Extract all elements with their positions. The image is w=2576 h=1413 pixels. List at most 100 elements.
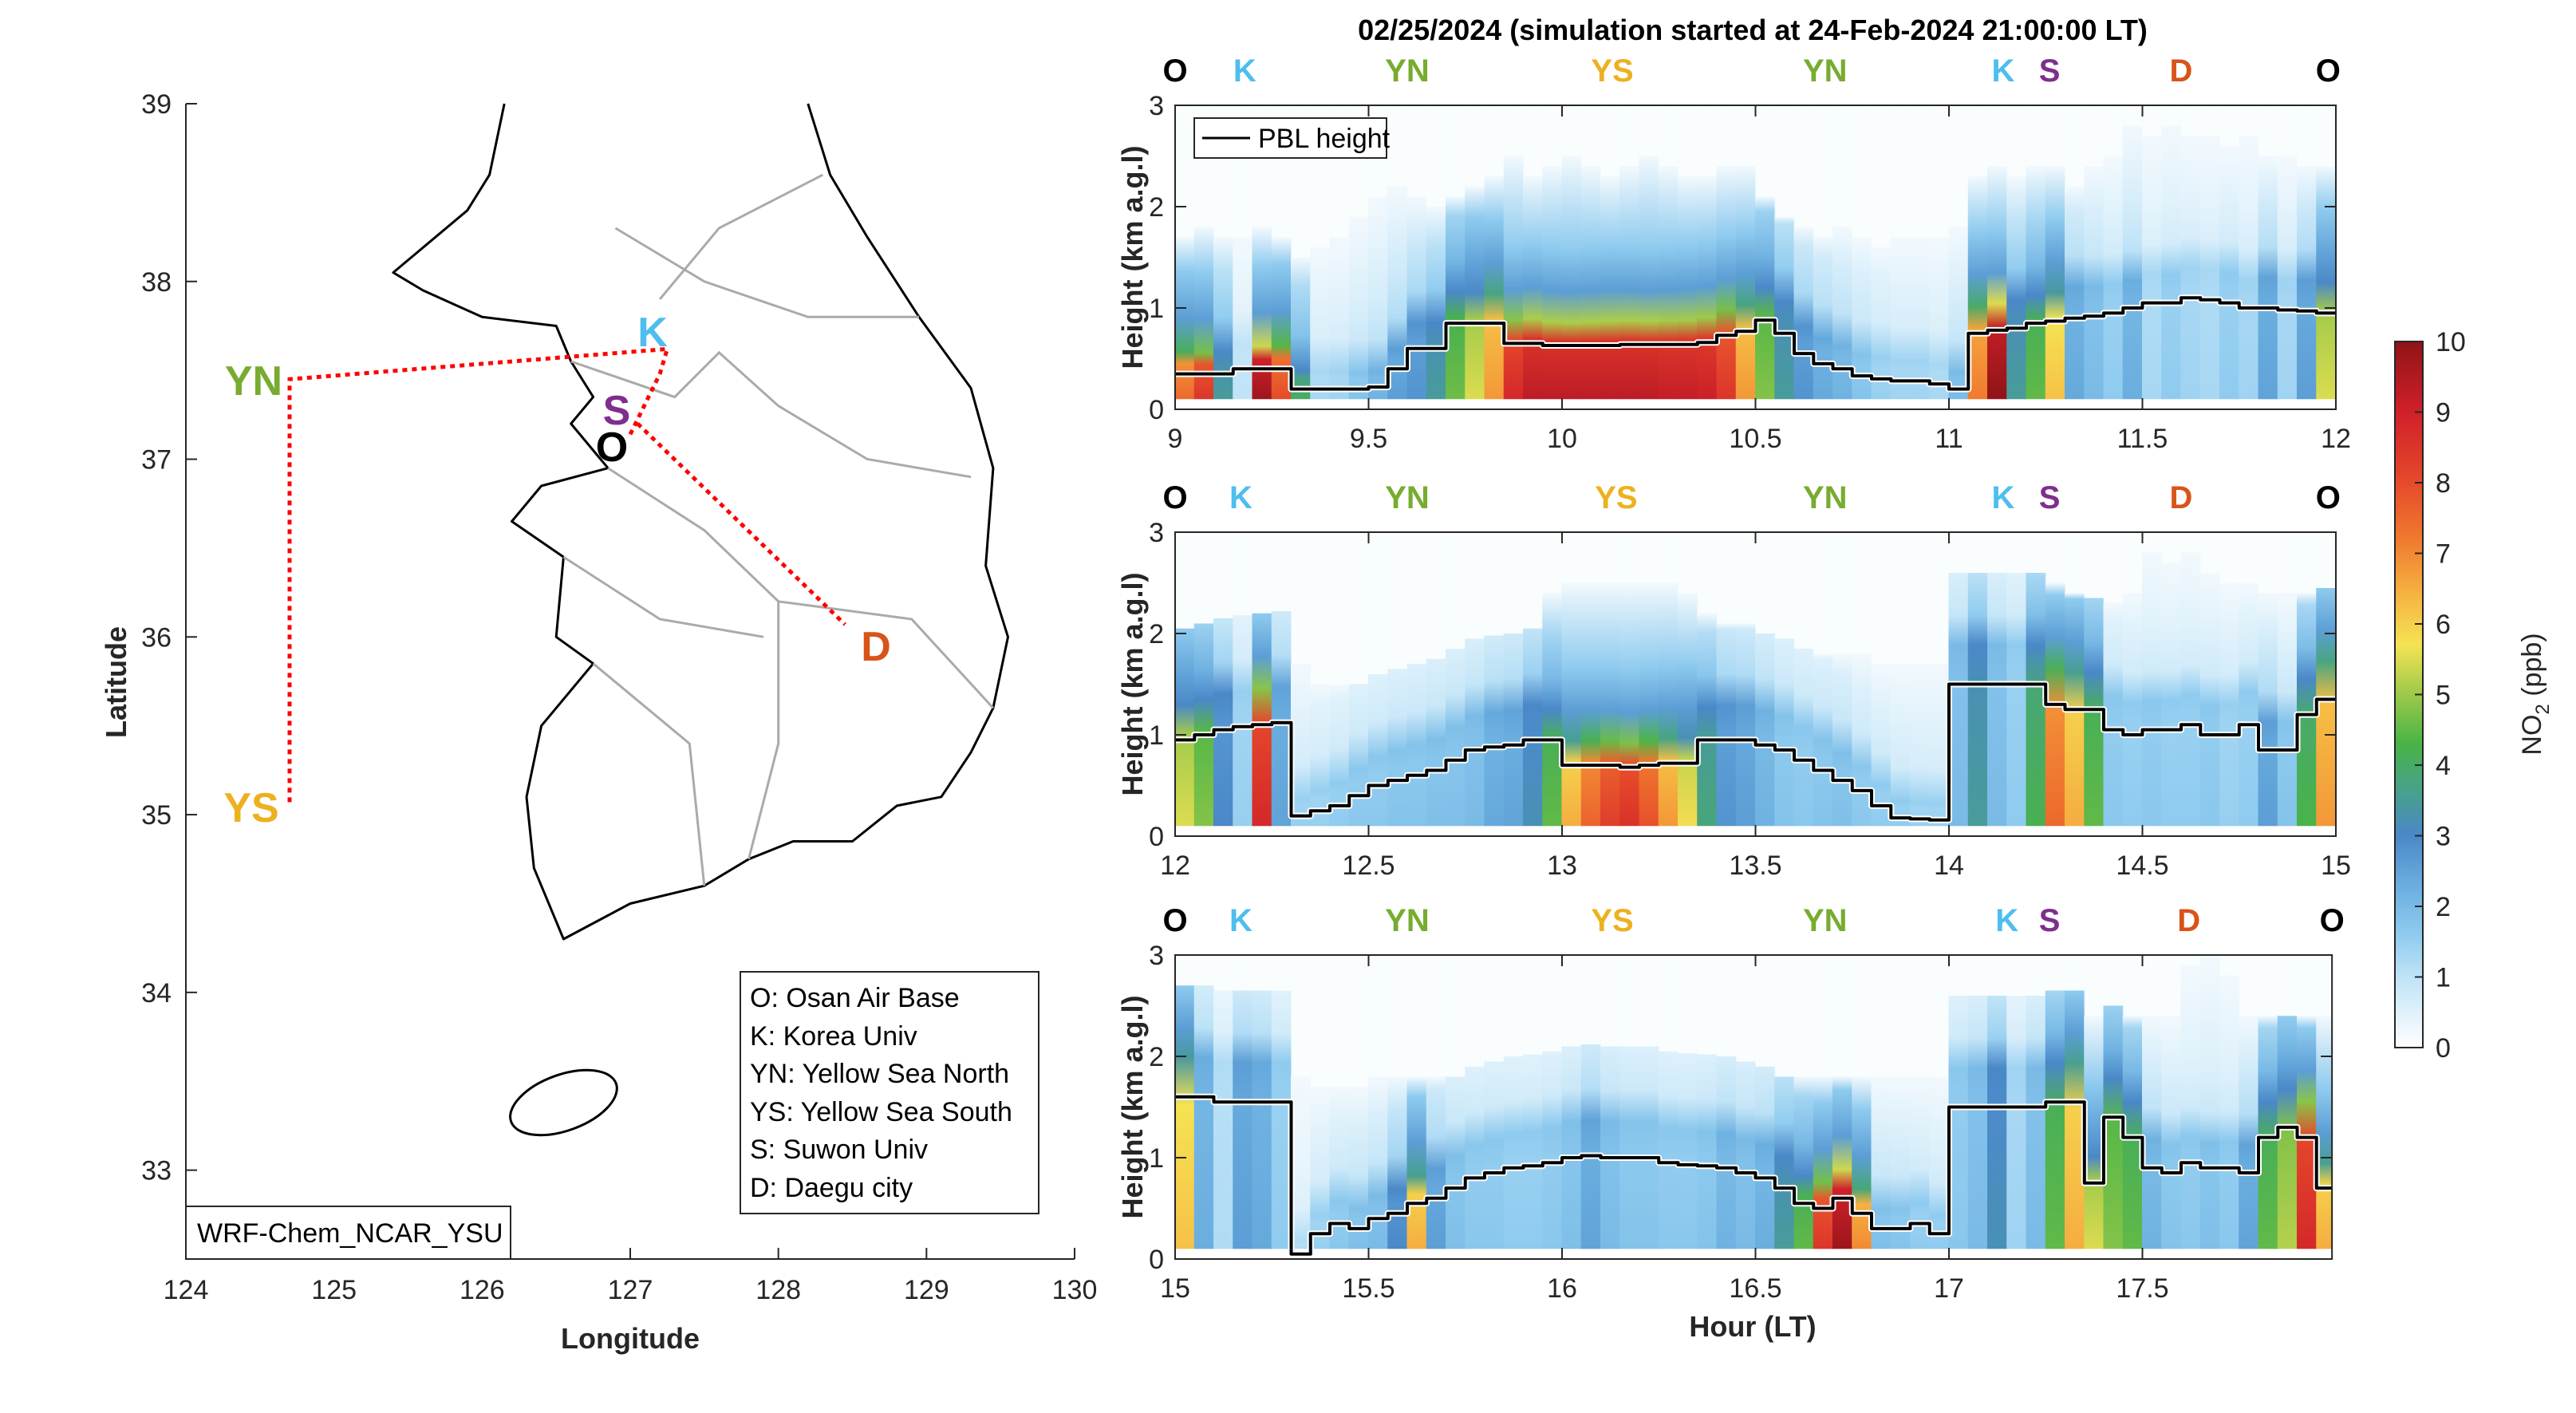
site-marker-label: K xyxy=(1233,53,1256,89)
legend-line: YN: Yellow Sea North xyxy=(750,1059,1009,1089)
no2-column xyxy=(2219,145,2240,400)
no2-column-upper xyxy=(1233,955,1253,991)
no2-column-upper xyxy=(1832,532,1853,654)
no2-column xyxy=(1619,582,1640,827)
no2-column-upper xyxy=(1600,105,1621,176)
no2-column-upper xyxy=(1213,532,1234,618)
site-marker-label: D xyxy=(2170,53,2193,89)
y-axis-label: Height (km a.g.l) xyxy=(1116,572,1149,795)
no2-column-upper xyxy=(1580,532,1601,583)
map-y-tick-label: 38 xyxy=(141,267,172,298)
no2-column-upper xyxy=(1580,955,1601,1044)
y-tick-label: 0 xyxy=(1149,1245,1164,1275)
no2-column-upper xyxy=(2006,955,2027,996)
map-site-label: YS xyxy=(223,785,278,831)
no2-column-upper xyxy=(1774,532,1795,639)
no2-column-upper xyxy=(2122,532,2143,594)
no2-column-upper xyxy=(1542,955,1563,1052)
no2-column-upper xyxy=(1639,532,1659,583)
no2-column xyxy=(1774,216,1795,400)
no2-column-upper xyxy=(1755,955,1776,1067)
no2-column xyxy=(1542,593,1563,827)
no2-column-upper xyxy=(1813,955,1833,1077)
no2-column xyxy=(1967,995,1988,1249)
no2-column-upper xyxy=(2103,105,2124,156)
no2-column-upper xyxy=(2142,105,2163,136)
no2-column-upper xyxy=(1697,955,1718,1055)
no2-column xyxy=(1716,166,1737,400)
no2-column-upper xyxy=(2161,105,2182,126)
pbl-height-line xyxy=(1175,1095,2333,1256)
no2-column-upper xyxy=(2239,955,2259,1016)
no2-column xyxy=(1542,166,1563,400)
no2-column-upper xyxy=(2006,532,2027,573)
no2-column xyxy=(2026,995,2046,1249)
no2-column-upper xyxy=(2006,105,2027,176)
no2-column-upper xyxy=(1387,105,1408,187)
no2-column-upper xyxy=(1967,532,1988,573)
pbl-legend-label: PBL height xyxy=(1258,124,1391,154)
no2-column xyxy=(1910,1076,1931,1249)
no2-column xyxy=(1193,985,1214,1249)
colorbar-ticks: 0 1 2 3 4 5 6 7 8 9 10 xyxy=(2415,327,2466,1064)
colorbar-tick-label: 6 xyxy=(2436,610,2451,640)
y-tick-label: 0 xyxy=(1149,822,1164,852)
no2-column xyxy=(1446,649,1466,827)
pbl-legend: PBL height xyxy=(1193,117,1391,159)
no2-column-upper xyxy=(1832,105,1853,227)
no2-column-upper xyxy=(1793,532,1814,649)
no2-column-upper xyxy=(2219,105,2240,146)
no2-column-upper xyxy=(2239,532,2259,583)
no2-column xyxy=(2122,125,2143,400)
no2-column-upper xyxy=(1484,532,1505,636)
no2-column-upper xyxy=(1406,105,1427,197)
no2-column xyxy=(1735,623,1756,827)
no2-column-upper xyxy=(1619,105,1640,167)
no2-column-upper xyxy=(2065,532,2085,594)
no2-column-upper xyxy=(1291,532,1312,665)
map-y-tick-label: 33 xyxy=(141,1156,172,1186)
no2-column xyxy=(1910,664,1931,827)
no2-column xyxy=(2258,593,2278,827)
no2-column-upper xyxy=(2084,532,2105,598)
no2-column xyxy=(1890,237,1911,400)
no2-column xyxy=(2065,186,2085,400)
no2-column-upper xyxy=(1658,532,1679,583)
map-site-label: S xyxy=(603,388,631,434)
site-marker-label: YS xyxy=(1591,53,1633,89)
no2-column xyxy=(2219,582,2240,827)
no2-column xyxy=(1600,176,1621,400)
no2-column-upper xyxy=(2142,532,2163,553)
no2-column-upper xyxy=(1446,105,1466,197)
route-line-daegu xyxy=(636,422,846,626)
no2-column-upper xyxy=(1503,955,1524,1056)
no2-column xyxy=(1639,582,1659,827)
no2-column-upper xyxy=(1503,105,1524,156)
no2-column xyxy=(1658,582,1679,827)
no2-column-upper xyxy=(1542,105,1563,167)
x-tick-label: 15.5 xyxy=(1342,1273,1395,1304)
colorbar-tick-label: 10 xyxy=(2436,327,2466,357)
no2-column-upper xyxy=(1291,955,1312,1077)
legend-line: O: Osan Air Base xyxy=(750,983,960,1013)
site-marker-label: YN xyxy=(1803,480,1848,515)
no2-column-upper xyxy=(2180,532,2201,553)
map-y-tick-label: 39 xyxy=(141,89,172,120)
model-label: WRF-Chem_NCAR_YSU xyxy=(197,1218,503,1249)
no2-column xyxy=(2199,955,2220,1249)
no2-column-upper xyxy=(1523,955,1544,1055)
no2-column xyxy=(1465,1066,1485,1249)
colorbar-tick-label: 4 xyxy=(2436,751,2451,781)
no2-column xyxy=(2161,562,2182,827)
no2-column-upper xyxy=(1948,105,1969,227)
no2-column xyxy=(1523,1054,1544,1249)
site-marker-label: O xyxy=(1162,480,1187,515)
no2-column-upper xyxy=(1890,532,1911,665)
colorbar-label: NO2 (ppb) xyxy=(2517,633,2554,755)
no2-column xyxy=(1793,649,1814,827)
no2-column xyxy=(1658,166,1679,400)
no2-column-upper xyxy=(2065,955,2085,991)
no2-column xyxy=(2239,1016,2259,1249)
no2-column-upper xyxy=(1348,532,1369,685)
no2-column-upper xyxy=(1213,955,1234,991)
